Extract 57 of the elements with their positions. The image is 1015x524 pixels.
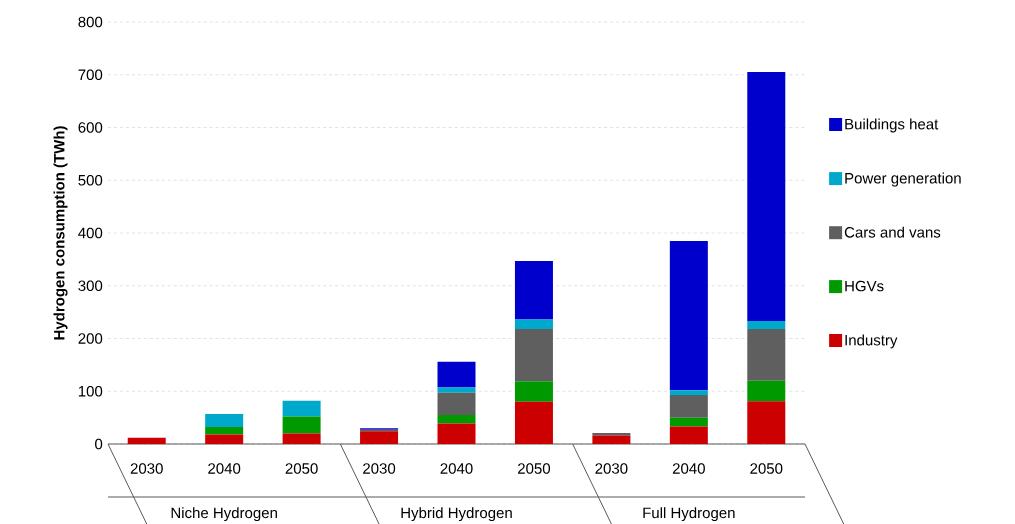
x-tick-label: 2030: [130, 463, 163, 474]
y-tick-label: 600: [78, 122, 103, 133]
bar: [514, 381, 553, 402]
bar: [592, 432, 631, 436]
y-tick-label: 400: [78, 227, 103, 239]
y-axis-title: Hydrogen consumption (TWh): [53, 126, 68, 340]
bar: [669, 426, 708, 444]
bar: [669, 240, 708, 391]
legend-label: Buildings heat: [845, 118, 939, 133]
bar: [205, 413, 244, 428]
bar: [514, 260, 553, 320]
x-tick-label: 2030: [363, 463, 396, 474]
x-tick-label: 2050: [750, 463, 783, 474]
bar: [282, 433, 321, 444]
y-tick-label: 500: [78, 174, 103, 186]
bar: [514, 319, 553, 330]
y-tick-label: 800: [78, 16, 103, 28]
bar: [360, 431, 399, 444]
bar: [747, 401, 786, 444]
y-tick-label: 300: [78, 280, 103, 292]
x-tick-label: 2050: [285, 463, 318, 474]
x-tick-label: 2050: [518, 463, 551, 474]
text: Full Hydrogen: [643, 507, 735, 522]
x-tick-label: 2040: [672, 463, 705, 474]
legend-label: Cars and vans: [844, 226, 941, 238]
y-tick-label: 200: [78, 333, 103, 344]
bar: [282, 400, 321, 417]
bar: [437, 392, 476, 415]
bar: [747, 321, 786, 330]
bar: [514, 401, 553, 444]
bar: [747, 380, 786, 402]
bar: [282, 416, 321, 434]
bar: [437, 361, 476, 388]
bar: [437, 423, 476, 444]
bar: [747, 329, 786, 381]
y-tick-label: 700: [78, 69, 103, 81]
x-tick-label: 2030: [595, 463, 628, 474]
legend-label: Power generation: [845, 172, 961, 187]
bar: [669, 394, 708, 418]
text: Hybrid Hydrogen: [401, 507, 512, 522]
y-tick-label: 100: [78, 385, 103, 397]
text: Niche Hydrogen: [171, 507, 277, 522]
bar: [514, 329, 553, 382]
y-tick-label: 0: [95, 438, 103, 450]
bar: [747, 72, 786, 322]
bar: [437, 387, 476, 393]
bar: [205, 434, 244, 444]
legend-label: Industry: [845, 334, 898, 349]
x-tick-label: 2040: [440, 463, 473, 474]
bar: [669, 417, 708, 427]
x-tick-label: 2040: [208, 463, 241, 474]
bar: [669, 390, 708, 395]
bar: [592, 435, 631, 444]
legend-label: HGVs: [845, 280, 884, 292]
bar: [127, 437, 166, 444]
bar: [437, 414, 476, 424]
bar: [205, 427, 244, 435]
